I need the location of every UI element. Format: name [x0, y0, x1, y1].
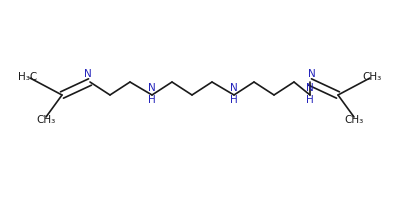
Text: H₃C: H₃C [18, 72, 37, 82]
Text: N: N [230, 83, 238, 93]
Text: CH₃: CH₃ [344, 115, 363, 125]
Text: N: N [308, 69, 316, 79]
Text: N: N [84, 69, 92, 79]
Text: N: N [306, 83, 314, 93]
Text: CH₃: CH₃ [36, 115, 55, 125]
Text: CH₃: CH₃ [362, 72, 381, 82]
Text: H: H [230, 95, 238, 105]
Text: H: H [306, 95, 314, 105]
Text: H: H [148, 95, 156, 105]
Text: N: N [148, 83, 156, 93]
